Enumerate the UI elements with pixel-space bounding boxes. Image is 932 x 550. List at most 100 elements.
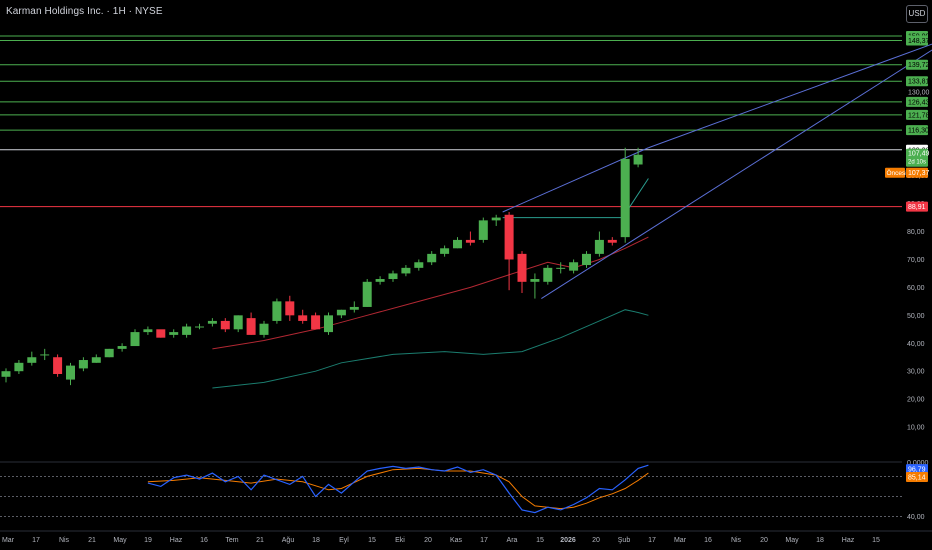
candle-body-49[interactable]: [633, 154, 643, 165]
level-tag-label-3: 133,81: [908, 79, 930, 86]
candle-body-22[interactable]: [285, 301, 295, 316]
candle-body-14[interactable]: [182, 326, 192, 335]
candle-body-37[interactable]: [478, 220, 488, 240]
time-axis-label-30: Haz: [842, 537, 855, 544]
channel-line: [502, 178, 649, 219]
time-axis-label-5: 19: [144, 537, 152, 544]
level-tag-3: [906, 76, 928, 87]
candle-body-2[interactable]: [27, 357, 37, 363]
previous-label-tag: [885, 167, 905, 178]
candle-body-21[interactable]: [272, 301, 282, 321]
candle-body-40[interactable]: [517, 253, 527, 282]
time-axis-label-19: 15: [536, 537, 544, 544]
time-axis-label-0: Mar: [2, 537, 15, 544]
trendline-2[interactable]: [541, 36, 932, 299]
level-tag-label-7: 116,30: [908, 128, 929, 135]
candle-body-0[interactable]: [1, 371, 11, 377]
candle-body-5[interactable]: [66, 365, 75, 380]
candle-body-18[interactable]: [233, 315, 243, 330]
candle-body-29[interactable]: [375, 279, 385, 282]
candle-body-42[interactable]: [543, 267, 553, 282]
time-axis-label-11: 18: [312, 537, 320, 544]
candle-body-17[interactable]: [220, 320, 230, 330]
candle-body-24[interactable]: [311, 315, 321, 330]
time-axis-label-24: Mar: [674, 537, 687, 544]
candle-body-38[interactable]: [491, 217, 501, 221]
candle-body-28[interactable]: [362, 281, 372, 307]
currency-button[interactable]: USD: [906, 5, 928, 23]
candle-body-3[interactable]: [40, 354, 50, 356]
candle-body-33[interactable]: [427, 253, 437, 263]
previous-label: Öncesi: [887, 169, 907, 177]
time-axis-label-28: May: [785, 537, 799, 544]
candle-body-31[interactable]: [401, 267, 411, 274]
last-price-tag: [906, 148, 928, 167]
candle-body-35[interactable]: [453, 239, 462, 249]
candle-body-9[interactable]: [117, 346, 127, 349]
trendline-0[interactable]: [502, 147, 649, 213]
candle-body-41[interactable]: [530, 279, 540, 282]
level-tag-1: [906, 35, 928, 46]
time-axis-label-3: 21: [88, 537, 96, 544]
candle-body-10[interactable]: [130, 332, 140, 347]
time-axis-label-26: Nis: [731, 537, 742, 544]
candle-body-47[interactable]: [607, 239, 617, 243]
time-axis-label-21: 20: [592, 537, 600, 544]
candle-body-13[interactable]: [169, 332, 179, 335]
candle-body-48[interactable]: [620, 158, 630, 238]
time-axis-label-6: Haz: [170, 537, 183, 544]
candle-body-39[interactable]: [504, 214, 514, 260]
candle-body-19[interactable]: [246, 318, 256, 335]
candle-body-26[interactable]: [336, 309, 346, 316]
price-axis-label: 50,00: [907, 313, 925, 320]
rsi-axis-top: 0,0000: [907, 460, 929, 467]
candle-body-16[interactable]: [207, 320, 217, 324]
previous-price-label: 107,37: [908, 170, 930, 177]
price-axis-label: 80,00: [907, 229, 925, 236]
candle-body-15[interactable]: [195, 326, 204, 328]
candle-body-43[interactable]: [556, 267, 566, 269]
rsi-orange-tag: [906, 471, 928, 482]
candle-body-8[interactable]: [104, 348, 114, 358]
rsi-blue-tag: [906, 464, 928, 475]
rsi-orange-line: [147, 467, 649, 510]
candle-body-45[interactable]: [582, 253, 591, 266]
candle-body-12[interactable]: [156, 329, 166, 338]
level-tag-label-1: 148,37: [908, 38, 930, 45]
candle-body-27[interactable]: [349, 306, 359, 310]
trendline-1[interactable]: [648, 36, 932, 149]
symbol-title[interactable]: Karman Holdings Inc. · 1H · NYSE: [6, 6, 163, 17]
sma-teal-line: [212, 309, 649, 389]
candle-body-25[interactable]: [324, 315, 333, 333]
time-axis-label-20: 2026: [560, 537, 576, 544]
candle-body-23[interactable]: [298, 315, 308, 321]
candle-body-44[interactable]: [569, 262, 579, 271]
candle-body-32[interactable]: [414, 262, 424, 268]
time-axis-label-10: Ağu: [282, 537, 295, 544]
candle-body-7[interactable]: [91, 357, 101, 363]
candle-body-11[interactable]: [143, 329, 153, 333]
candle-body-34[interactable]: [440, 248, 450, 254]
level-tag-label-2: 139,72: [908, 62, 930, 69]
time-axis-label-14: Eki: [395, 537, 405, 544]
time-axis-label-16: Kas: [450, 537, 463, 544]
level-tag-7: [906, 125, 928, 136]
candle-body-6[interactable]: [78, 360, 88, 369]
level-tag-label-4: 130,00: [908, 89, 930, 96]
candle-body-20[interactable]: [259, 323, 269, 335]
candle-body-1[interactable]: [14, 362, 24, 372]
time-axis-label-22: Şub: [618, 537, 631, 544]
level-tag-label-5: 126,43: [908, 99, 930, 106]
time-axis-label-31: 15: [872, 537, 880, 544]
candle-body-30[interactable]: [388, 273, 398, 280]
candle-body-36[interactable]: [465, 239, 475, 243]
candle-body-46[interactable]: [594, 239, 604, 254]
price-axis-label: 40,00: [907, 341, 925, 348]
time-axis-label-1: 17: [32, 537, 40, 544]
candle-body-4[interactable]: [53, 357, 63, 374]
time-axis-label-17: 17: [480, 537, 488, 544]
time-axis-label-7: 16: [200, 537, 208, 544]
time-axis-label-12: Eyl: [339, 537, 349, 544]
